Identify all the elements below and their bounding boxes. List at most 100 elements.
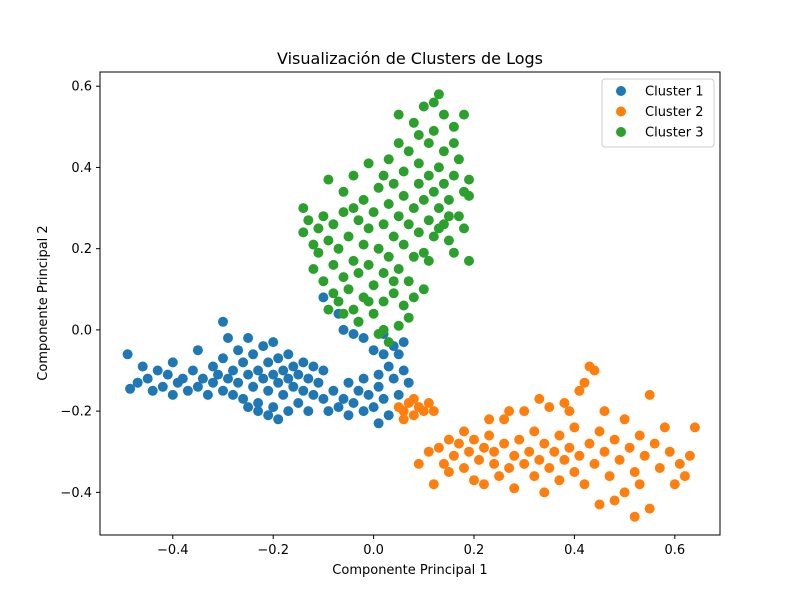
- cluster-2-point: [534, 454, 545, 465]
- cluster-3-point: [338, 207, 349, 218]
- cluster-2-point: [574, 385, 585, 396]
- cluster-2-point: [609, 434, 620, 445]
- cluster-1-point: [283, 349, 294, 360]
- cluster-1-point: [243, 402, 254, 413]
- cluster-3-point: [303, 215, 314, 226]
- cluster-3-point: [298, 203, 309, 214]
- cluster-1-point: [278, 389, 289, 400]
- cluster-2-point: [649, 438, 660, 449]
- cluster-3-point: [413, 227, 424, 238]
- cluster-3-point: [464, 255, 474, 266]
- cluster-2-point: [504, 406, 515, 417]
- x-tick-label: −0.4: [157, 543, 189, 558]
- cluster-2-point: [443, 467, 454, 477]
- cluster-1-point: [157, 381, 168, 392]
- cluster-3-point: [323, 174, 334, 185]
- cluster-3-point: [393, 264, 404, 274]
- cluster-3-point: [443, 194, 454, 205]
- cluster-3-point: [413, 178, 424, 189]
- cluster-3-point: [408, 292, 419, 303]
- cluster-3-point: [408, 117, 419, 128]
- cluster-2-point: [629, 511, 640, 522]
- cluster-3-point: [433, 89, 444, 100]
- cluster-2-point: [554, 430, 565, 441]
- cluster-3-point: [348, 170, 359, 181]
- cluster-3-point: [438, 178, 449, 189]
- cluster-3-point: [333, 296, 344, 307]
- cluster-3-point: [318, 211, 329, 222]
- y-axis-label: Componente Principal 2: [36, 225, 51, 380]
- cluster-3-point: [428, 231, 439, 242]
- cluster-2-point: [474, 454, 484, 465]
- cluster-3-point: [433, 223, 444, 234]
- legend-box: [601, 78, 715, 148]
- cluster-2-point: [619, 487, 630, 498]
- cluster-1-point: [192, 381, 203, 392]
- cluster-3-point: [464, 174, 474, 185]
- cluster-3-point: [318, 276, 329, 287]
- cluster-1-point: [383, 410, 394, 421]
- cluster-3-point: [388, 178, 399, 189]
- cluster-2-point: [634, 479, 645, 490]
- cluster-1-point: [393, 389, 404, 400]
- cluster-2-point: [534, 393, 545, 404]
- cluster-1-point: [268, 369, 279, 380]
- cluster-1-point: [273, 353, 284, 364]
- cluster-2-point: [684, 450, 695, 461]
- cluster-3-point: [313, 247, 324, 258]
- cluster-2-point: [509, 450, 520, 461]
- cluster-1-point: [228, 389, 238, 400]
- cluster-1-point: [343, 410, 354, 421]
- cluster-1-point: [393, 349, 404, 360]
- cluster-2-point: [438, 458, 449, 469]
- cluster-1-point: [167, 357, 178, 368]
- cluster-3-point: [358, 194, 369, 205]
- cluster-3-point: [423, 215, 434, 226]
- cluster-1-point: [197, 373, 208, 384]
- cluster-1-point: [323, 406, 334, 417]
- cluster-1-point: [243, 333, 254, 343]
- cluster-1-point: [122, 349, 133, 360]
- cluster-3-point: [413, 158, 424, 169]
- cluster-1-point: [318, 365, 329, 376]
- cluster-2-point: [614, 454, 625, 465]
- cluster-2-point: [464, 446, 474, 457]
- cluster-2-point: [574, 450, 585, 461]
- cluster-1-point: [293, 369, 304, 380]
- y-tick-label: 0.6: [71, 80, 92, 95]
- y-tick-label: −0.2: [60, 405, 92, 420]
- x-tick-label: 0.6: [664, 543, 685, 558]
- cluster-1-point: [147, 385, 158, 396]
- cluster-3-point: [403, 219, 414, 230]
- cluster-2-point: [599, 406, 610, 417]
- cluster-3-point: [383, 251, 394, 262]
- cluster-3-point: [363, 296, 374, 307]
- cluster-1-point: [208, 361, 218, 372]
- cluster-3-point: [423, 138, 434, 149]
- cluster-2-point: [489, 458, 500, 469]
- points-layer: [122, 89, 700, 522]
- cluster-1-point: [283, 373, 294, 384]
- cluster-1-point: [177, 373, 188, 384]
- cluster-2-point: [669, 479, 680, 490]
- cluster-1-point: [238, 357, 249, 368]
- cluster-2-point: [599, 446, 610, 457]
- cluster-1-point: [218, 353, 228, 364]
- cluster-2-point: [674, 458, 685, 469]
- cluster-1-point: [298, 357, 309, 368]
- cluster-3-point: [323, 304, 334, 315]
- cluster-3-point: [368, 308, 379, 319]
- cluster-1-point: [348, 329, 359, 339]
- cluster-3-point: [393, 138, 404, 149]
- cluster-2-point: [469, 434, 479, 445]
- cluster-2-point: [443, 434, 454, 445]
- cluster-3-point: [453, 211, 464, 222]
- cluster-3-point: [368, 207, 379, 218]
- cluster-1-point: [358, 373, 369, 384]
- cluster-2-point: [569, 467, 580, 477]
- cluster-3-point: [448, 121, 459, 132]
- cluster-1-point: [343, 377, 354, 388]
- cluster-3-point: [363, 259, 374, 270]
- cluster-1-point: [248, 349, 259, 360]
- cluster-3-point: [358, 239, 369, 250]
